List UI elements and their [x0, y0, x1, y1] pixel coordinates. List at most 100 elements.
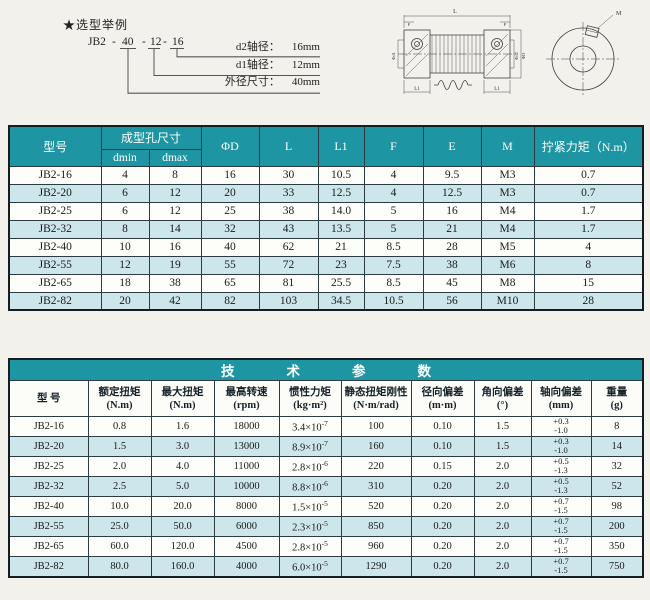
code-separator: -: [142, 36, 146, 48]
col-header-static-rigidity: 静态扭矩刚性 (N·m/rad): [340, 380, 412, 417]
table-cell: 20: [200, 183, 260, 203]
tech-param-row: JB2-20 1.5 3.0 13000 8.9×10-7 160 0.10 1.5 +0.3-…: [8, 436, 644, 457]
table-cell: 10: [100, 237, 150, 257]
model-cell: JB2-82: [8, 291, 102, 311]
table-cell: 20.0: [150, 496, 215, 517]
dim-label-L1-right: L1: [494, 87, 500, 92]
tech-param-row: JB2-55 25.0 50.0 6000 2.3×10-5 850 0.20 2.0 +0.7…: [8, 516, 644, 537]
table-cell: 0.20: [410, 476, 475, 497]
table-cell: 8000: [213, 496, 280, 517]
dimension-row: JB2-25 6 12 25 38 14.0 5 16 M4 1.7: [8, 201, 644, 221]
tech-param-row: JB2-40 10.0 20.0 8000 1.5×10-5 520 0.20 2.0 +0.7…: [8, 496, 644, 517]
table-cell: 98: [590, 496, 644, 517]
table-cell: 0.8: [87, 416, 152, 437]
model-cell: JB2-55: [8, 516, 89, 537]
table-cell: 81: [258, 273, 319, 293]
table-cell: 11000: [213, 456, 280, 477]
table-cell: +0.3 -1.0: [530, 436, 592, 457]
dim-label-F-right: F: [504, 22, 507, 27]
code-separator: -: [163, 36, 167, 48]
table-cell: M4: [480, 219, 535, 239]
col-header-max-torque: 最大扭矩 (N.m): [150, 380, 215, 417]
dimension-row: JB2-16 4 8 16 30 10.5 4 9.5 M3 0.7: [8, 165, 644, 185]
table-cell: 6: [100, 183, 150, 203]
table-cell: M6: [480, 255, 535, 275]
table-cell: 30: [258, 165, 319, 185]
model-cell: JB2-65: [8, 273, 102, 293]
tech-param-row: JB2-82 80.0 160.0 4000 6.0×10-5 1290 0.20 2.0 +0…: [8, 556, 644, 578]
col-header-torque: 拧紧力矩（N.m）: [533, 125, 644, 167]
model-cell: JB2-65: [8, 536, 89, 557]
table-cell: 1.6: [150, 416, 215, 437]
table-cell: 8.8×10-6: [278, 476, 342, 497]
table-cell: 6.0×10-5: [278, 556, 342, 578]
table-cell: 220: [340, 456, 412, 477]
table-cell: 10.0: [87, 496, 152, 517]
dimension-row: JB2-65 18 38 65 81 25.5 8.5 45 M8 15: [8, 273, 644, 293]
table-cell: 13.5: [317, 219, 365, 239]
table-cell: 520: [340, 496, 412, 517]
table-cell: 20: [100, 291, 150, 311]
callout-label: 外径尺寸：: [224, 76, 280, 88]
table-cell: 12: [148, 201, 202, 221]
table-cell: 56: [422, 291, 482, 311]
model-cell: JB2-20: [8, 436, 89, 457]
table-cell: 120.0: [150, 536, 215, 557]
table-cell: 2.3×10-5: [278, 516, 342, 537]
table-cell: 2.0: [473, 456, 532, 477]
tech-param-row: JB2-25 2.0 4.0 11000 2.8×10-6 220 0.15 2.0 +0.5-…: [8, 456, 644, 477]
table-cell: 34.5: [317, 291, 365, 311]
table-cell: 960: [340, 536, 412, 557]
model-cell: JB2-40: [8, 237, 102, 257]
table-cell: 0.7: [533, 165, 644, 185]
table-cell: 82: [200, 291, 260, 311]
table-cell: 9.5: [422, 165, 482, 185]
col-header-F: F: [363, 125, 424, 167]
table-cell: 100: [340, 416, 412, 437]
table-cell: +0.5 -1.3: [530, 476, 592, 497]
table-cell: 4: [100, 165, 150, 185]
table-cell: M3: [480, 183, 535, 203]
model-cell: JB2-16: [8, 165, 102, 185]
table-cell: M5: [480, 237, 535, 257]
table-cell: M3: [480, 165, 535, 185]
table-cell: 2.0: [473, 516, 532, 537]
table-cell: 21: [422, 219, 482, 239]
table-cell: 14.0: [317, 201, 365, 221]
table-cell: 2.8×10-6: [278, 456, 342, 477]
col-header-E: E: [422, 125, 482, 167]
table-cell: 5: [363, 201, 424, 221]
dim-label-L: L: [453, 9, 457, 15]
table-cell: 25.5: [317, 273, 365, 293]
model-code-d1: 12: [150, 36, 162, 48]
model-code-outer-dia: 40: [122, 36, 134, 48]
table-cell: 18000: [213, 416, 280, 437]
table-cell: 16: [148, 237, 202, 257]
dim-label-d1: Φd1: [391, 52, 396, 60]
spring-symbol: [434, 80, 472, 90]
dimension-table-section: 型号 成型孔尺寸 ΦD L L1 F E M 拧紧力矩（N.m） dmin dm…: [8, 125, 645, 311]
table-cell: 25: [200, 201, 260, 221]
model-cell: JB2-55: [8, 255, 102, 275]
tech-params-title: 技术参数: [8, 358, 644, 381]
col-header-rated-torque: 额定扭矩 (N.m): [87, 380, 152, 417]
table-cell: 28: [533, 291, 644, 311]
col-header-inertia: 惯性力矩 (kg·m²): [278, 380, 342, 417]
table-cell: 15: [533, 273, 644, 293]
table-cell: 12: [100, 255, 150, 275]
table-cell: 200: [590, 516, 644, 537]
dimension-row: JB2-55 12 19 55 72 23 7.5 38 M6 8: [8, 255, 644, 275]
table-cell: +0.7 -1.5: [530, 516, 592, 537]
table-cell: 14: [590, 436, 644, 457]
col-header-M: M: [480, 125, 535, 167]
table-cell: +0.7 -1.5: [530, 496, 592, 517]
table-cell: 4: [363, 165, 424, 185]
table-cell: 8: [533, 255, 644, 275]
table-cell: 40: [200, 237, 260, 257]
table-cell: 1290: [340, 556, 412, 578]
table-cell: 0.7: [533, 183, 644, 203]
tech-params-table-section: 技术参数 型 号 额定扭矩 (N.m) 最大扭矩 (N.m) 最高转速 (rpm) 惯…: [8, 358, 645, 578]
model-cell: JB2-32: [8, 219, 102, 239]
col-header-model: 型号: [8, 125, 102, 167]
